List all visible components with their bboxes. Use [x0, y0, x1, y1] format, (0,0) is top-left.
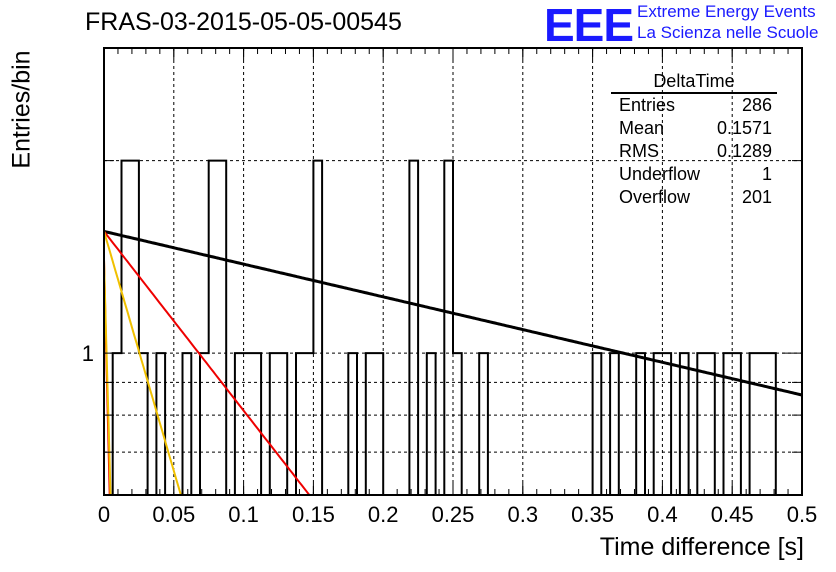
org-name: Extreme Energy Events [637, 2, 816, 21]
stats-box: DeltaTime Entries 286 Mean 0.1571 RMS 0.128… [609, 70, 777, 209]
x-tick-label: 0.35 [571, 502, 614, 527]
stats-label: Overflow [619, 187, 691, 207]
x-axis-label: Time difference [s] [599, 533, 804, 561]
fit-curve [103, 230, 311, 496]
org-subtitle: La Scienza nelle Scuole [637, 23, 819, 42]
x-tick-label: 0.5 [787, 502, 818, 527]
stats-row: Underflow 1 [609, 163, 777, 186]
y-tick-label: 1 [82, 341, 94, 366]
x-tick-label: 0.3 [508, 502, 539, 527]
stats-row: Entries 286 [609, 94, 777, 117]
stats-value: 286 [741, 95, 772, 115]
stats-value: 201 [741, 187, 772, 207]
x-tick-label: 0 [98, 502, 110, 527]
x-tick-label: 0.2 [368, 502, 399, 527]
fit-curve [103, 231, 182, 496]
stats-row: Overflow 201 [609, 186, 777, 209]
x-tick-label: 0.15 [292, 502, 335, 527]
stats-value: 0.1289 [716, 141, 772, 161]
fit-curve [103, 229, 803, 397]
stats-label: Underflow [619, 164, 701, 184]
x-tick-label: 0.45 [711, 502, 754, 527]
histogram [104, 159, 802, 496]
chart-title: FRAS-03-2015-05-05-00545 [85, 8, 402, 36]
stats-value: 0.1571 [716, 118, 772, 138]
stats-label: Mean [619, 118, 665, 138]
stats-label: Entries [619, 95, 676, 115]
stats-label: RMS [619, 141, 659, 161]
axis-ticks: 0 0.05 0.1 0.15 0.2 0.25 0.3 0.35 0.4 0.45 0.5 1 [82, 47, 818, 527]
stats-row: RMS 0.1289 [609, 140, 777, 163]
x-tick-label: 0.4 [647, 502, 678, 527]
stats-title: DeltaTime [611, 70, 777, 94]
x-tick-label: 0.25 [432, 502, 475, 527]
x-tick-label: 0.05 [152, 502, 195, 527]
stats-row: Mean 0.1571 [609, 117, 777, 140]
x-tick-label: 0.1 [228, 502, 259, 527]
y-axis-label: Entries/bin [7, 50, 36, 169]
eee-logo: EEE [544, 0, 634, 51]
histogram-outline [104, 159, 802, 496]
fit-curve [103, 259, 112, 496]
stats-value: 1 [761, 164, 772, 184]
fit-curves [103, 229, 803, 496]
